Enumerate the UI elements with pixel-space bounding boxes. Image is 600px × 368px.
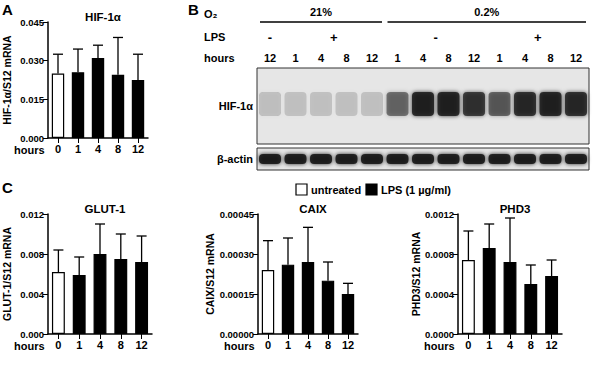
svg-text:0.012: 0.012 [20, 209, 44, 220]
svg-text:8: 8 [528, 339, 534, 351]
svg-text:0: 0 [55, 339, 61, 351]
svg-text:HIF-1α: HIF-1α [219, 100, 254, 112]
svg-text:12: 12 [342, 339, 354, 351]
svg-text:0.00000: 0.00000 [220, 329, 254, 340]
svg-text:0: 0 [265, 339, 271, 351]
svg-text:CAIX/S12 mRNA: CAIX/S12 mRNA [204, 233, 216, 315]
svg-text:O₂: O₂ [204, 8, 218, 20]
svg-text:0.2%: 0.2% [474, 6, 499, 18]
svg-text:0.0012: 0.0012 [425, 209, 454, 220]
svg-text:21%: 21% [310, 6, 332, 18]
svg-text:1: 1 [75, 143, 81, 155]
svg-text:PHD3/S12 mRNA: PHD3/S12 mRNA [410, 231, 422, 316]
svg-text:-: - [434, 30, 438, 45]
svg-text:12: 12 [570, 52, 582, 64]
svg-text:4: 4 [522, 52, 529, 64]
svg-text:hours: hours [224, 340, 255, 352]
svg-text:PHD3: PHD3 [500, 203, 531, 215]
svg-text:0.008: 0.008 [20, 249, 44, 260]
svg-text:+: + [330, 30, 338, 45]
svg-text:0.0004: 0.0004 [425, 289, 455, 300]
svg-text:B: B [188, 1, 199, 18]
svg-text:1: 1 [486, 339, 492, 351]
svg-text:0.045: 0.045 [20, 17, 44, 28]
svg-text:1: 1 [292, 52, 298, 64]
svg-text:GLUT-1: GLUT-1 [85, 203, 126, 215]
svg-text:0.004: 0.004 [20, 289, 44, 300]
svg-text:4: 4 [97, 339, 104, 351]
svg-text:12: 12 [132, 143, 144, 155]
svg-text:12: 12 [264, 52, 276, 64]
svg-text:0.000: 0.000 [20, 329, 44, 340]
svg-text:0.030: 0.030 [20, 55, 44, 66]
svg-text:0.00030: 0.00030 [220, 249, 254, 260]
svg-text:LPS: LPS [204, 31, 225, 43]
svg-text:0: 0 [465, 339, 471, 351]
svg-text:8: 8 [343, 52, 349, 64]
svg-text:8: 8 [115, 143, 121, 155]
svg-text:4: 4 [507, 339, 514, 351]
svg-text:12: 12 [135, 339, 147, 351]
svg-text:4: 4 [318, 52, 325, 64]
svg-text:8: 8 [118, 339, 124, 351]
svg-text:12: 12 [468, 52, 480, 64]
svg-text:8: 8 [325, 339, 331, 351]
svg-text:A: A [2, 1, 13, 18]
svg-text:0.00045: 0.00045 [220, 209, 255, 220]
svg-text:-: - [268, 30, 272, 45]
svg-text:hours: hours [204, 52, 235, 64]
svg-text:hours: hours [14, 340, 45, 352]
svg-text:4: 4 [420, 52, 427, 64]
svg-text:untreated: untreated [311, 184, 361, 196]
svg-text:12: 12 [366, 52, 378, 64]
svg-text:GLUT-1/S12 mRNA: GLUT-1/S12 mRNA [1, 227, 13, 321]
svg-text:LPS (1 µg/ml): LPS (1 µg/ml) [381, 184, 451, 196]
svg-text:0: 0 [55, 143, 61, 155]
svg-text:12: 12 [545, 339, 557, 351]
svg-text:4: 4 [95, 143, 102, 155]
svg-text:HIF-1α/S12 mRNA: HIF-1α/S12 mRNA [1, 35, 13, 125]
svg-text:8: 8 [445, 52, 451, 64]
svg-text:4: 4 [305, 339, 312, 351]
svg-text:β-actin: β-actin [217, 153, 253, 165]
svg-text:0.000: 0.000 [20, 133, 44, 144]
svg-text:C: C [2, 179, 13, 196]
svg-text:0.0000: 0.0000 [425, 329, 454, 340]
svg-text:1: 1 [285, 339, 291, 351]
svg-text:0.00015: 0.00015 [220, 289, 255, 300]
svg-text:1: 1 [76, 339, 82, 351]
svg-text:1: 1 [496, 52, 502, 64]
svg-text:+: + [534, 30, 542, 45]
svg-text:8: 8 [547, 52, 553, 64]
svg-text:HIF-1α: HIF-1α [85, 11, 121, 23]
svg-text:hours: hours [424, 340, 455, 352]
svg-text:hours: hours [14, 144, 45, 156]
svg-text:0.015: 0.015 [20, 94, 44, 105]
svg-text:CAIX: CAIX [299, 203, 327, 215]
svg-text:0.0008: 0.0008 [425, 249, 454, 260]
svg-text:1: 1 [394, 52, 400, 64]
